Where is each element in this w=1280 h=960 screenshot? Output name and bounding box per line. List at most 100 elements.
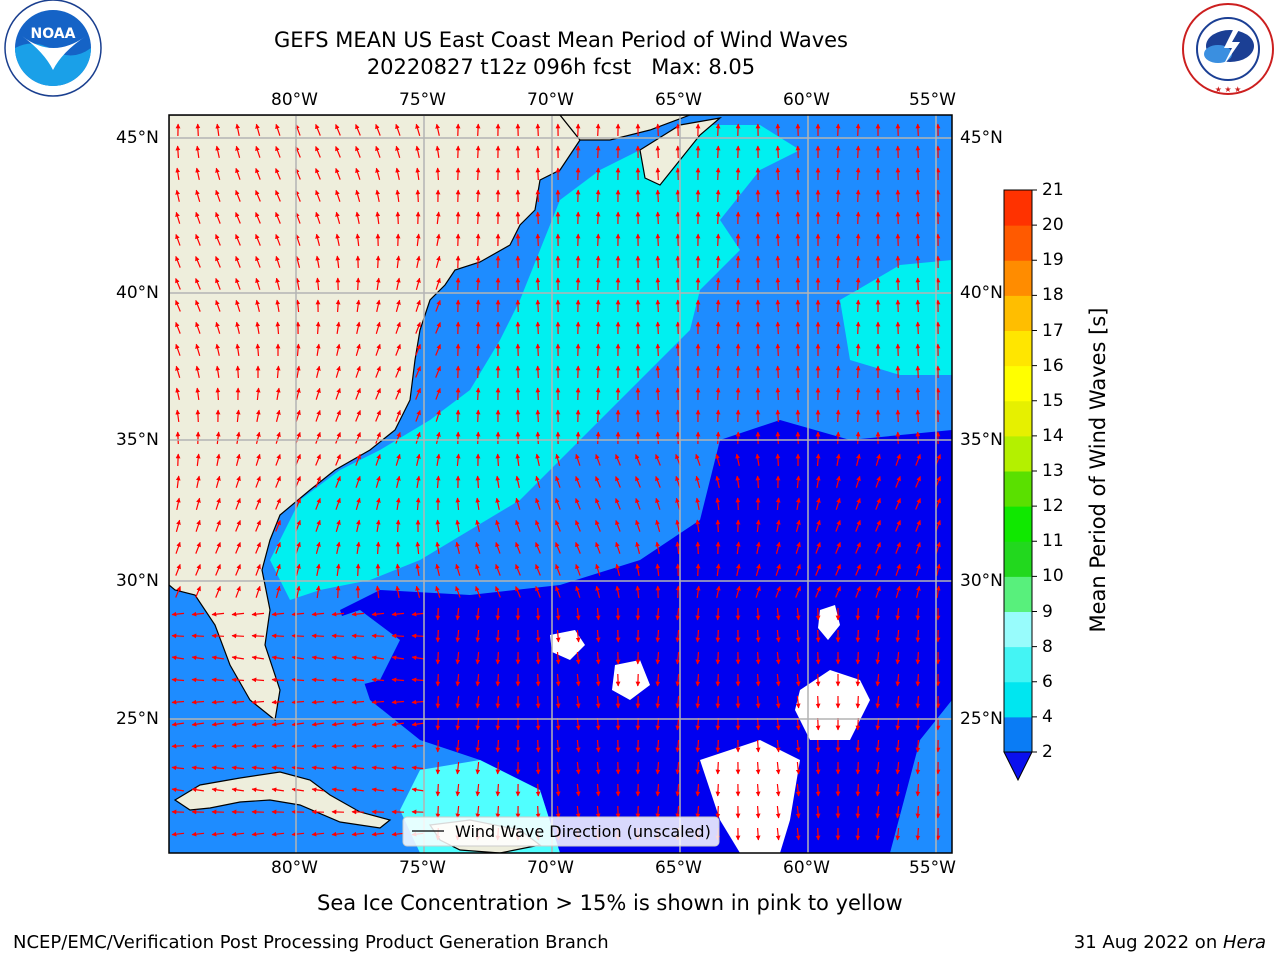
wind-arrow [235, 453, 241, 466]
map-legend: Wind Wave Direction (unscaled) [402, 816, 720, 847]
wind-arrow [215, 564, 221, 576]
colorbar-segment [1004, 260, 1032, 296]
wind-arrow [856, 453, 861, 466]
wind-arrow [475, 233, 481, 247]
wind-arrow [495, 586, 501, 598]
wind-arrow [351, 743, 365, 749]
wind-arrow [191, 677, 205, 683]
wind-arrow [315, 255, 321, 269]
wind-arrow [915, 563, 921, 576]
wind-arrow [855, 475, 861, 488]
wind-arrow [635, 563, 641, 577]
wind-arrow [275, 453, 281, 466]
wind-arrow [455, 541, 460, 554]
lon-label-top: 65°W [655, 90, 702, 110]
wind-arrow [175, 278, 181, 290]
wind-arrow [371, 677, 385, 683]
wind-arrow [655, 607, 661, 621]
wind-arrow [715, 717, 721, 731]
wind-arrow [475, 585, 481, 598]
chart-subtitle: 20220827 t12z 096h fcst Max: 8.05 [366, 55, 756, 79]
wind-arrow [915, 145, 921, 159]
wind-arrow [275, 123, 281, 136]
wind-arrow [595, 409, 601, 423]
wind-arrow [675, 783, 681, 797]
wind-arrow [435, 607, 441, 621]
wind-arrow [211, 765, 225, 771]
wind-arrow [351, 765, 365, 771]
land-us [169, 115, 581, 722]
wind-arrow [775, 343, 781, 357]
wind-arrow [355, 497, 361, 510]
wind-arrow [495, 783, 501, 797]
wind-arrow [855, 607, 861, 621]
lon-label-top: 75°W [399, 90, 446, 110]
wind-arrow [795, 783, 801, 797]
lon-label-bottom: 70°W [527, 858, 574, 878]
wind-arrow [715, 673, 721, 687]
wind-arrow [375, 453, 381, 466]
wind-arrow [395, 211, 401, 225]
wind-arrow [915, 761, 921, 775]
wind-arrow [575, 805, 581, 819]
wind-arrow [275, 475, 281, 488]
wind-arrow [715, 321, 721, 335]
wind-arrow [915, 827, 921, 841]
wind-arrow [855, 431, 861, 445]
wind-arrow [915, 255, 921, 269]
wind-arrow [215, 321, 221, 334]
wind-arrow [495, 717, 501, 731]
wind-arrow [175, 321, 181, 334]
wind-arrow [175, 365, 181, 378]
wind-arrow [635, 497, 641, 510]
wind-arrow [435, 123, 440, 136]
wind-arrow [271, 787, 284, 793]
wind-arrow [251, 831, 265, 837]
wind-arrow [655, 431, 661, 445]
wind-arrow [395, 366, 401, 378]
colorbar-label: Mean Period of Wind Waves [s] [1086, 307, 1110, 633]
wind-arrow [535, 409, 541, 423]
wind-arrow [411, 677, 425, 683]
wind-arrow [255, 123, 261, 136]
colorbar-segment [1004, 295, 1032, 331]
wind-arrow [755, 761, 761, 775]
wind-arrow [715, 211, 721, 225]
wind-arrow [735, 563, 741, 577]
wind-arrow [875, 783, 881, 797]
colorbar-segment [1004, 190, 1032, 226]
wind-arrow [295, 409, 301, 422]
wind-arrow [455, 519, 461, 533]
wind-arrow [655, 761, 661, 775]
wind-arrow [495, 739, 501, 753]
wind-arrow [415, 277, 421, 290]
lat-label-left: 40°N [116, 283, 159, 303]
wind-arrow [875, 475, 881, 488]
wind-arrow [195, 497, 201, 510]
wind-arrow [815, 827, 821, 841]
wind-arrow [391, 743, 405, 749]
wind-arrow [355, 387, 361, 400]
wind-arrow [655, 497, 661, 510]
wind-arrow [535, 167, 541, 181]
wind-arrow [475, 651, 481, 665]
wind-arrow [175, 563, 181, 576]
wind-arrow [391, 831, 405, 837]
wind-arrow [695, 563, 701, 577]
lon-label-top: 80°W [271, 90, 318, 110]
wind-arrow [895, 717, 901, 731]
wind-arrow [535, 519, 541, 532]
wind-arrow [315, 431, 321, 444]
wind-arrow [351, 655, 364, 661]
sea-ice-note: Sea Ice Concentration > 15% is shown in … [317, 891, 903, 915]
wind-arrow [755, 475, 761, 489]
lat-label-right: 45°N [960, 128, 1003, 148]
wind-arrow [175, 519, 181, 532]
wind-arrow [775, 189, 781, 203]
wind-arrow [535, 387, 541, 401]
wind-arrow [435, 409, 441, 422]
wind-arrow [175, 586, 181, 598]
wind-arrow [795, 563, 801, 576]
wind-arrow [915, 321, 921, 335]
wind-arrow [231, 611, 245, 617]
